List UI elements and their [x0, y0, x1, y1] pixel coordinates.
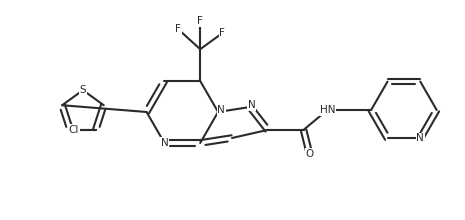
- Text: F: F: [175, 24, 181, 34]
- Text: N: N: [248, 100, 256, 110]
- Text: O: O: [306, 149, 313, 159]
- Text: HN: HN: [319, 105, 335, 115]
- Text: F: F: [219, 28, 225, 38]
- Text: S: S: [80, 85, 86, 95]
- Text: N: N: [217, 105, 225, 115]
- Text: F: F: [197, 16, 203, 26]
- Text: Cl: Cl: [69, 125, 79, 135]
- Text: N: N: [417, 133, 424, 143]
- Text: N: N: [160, 138, 168, 148]
